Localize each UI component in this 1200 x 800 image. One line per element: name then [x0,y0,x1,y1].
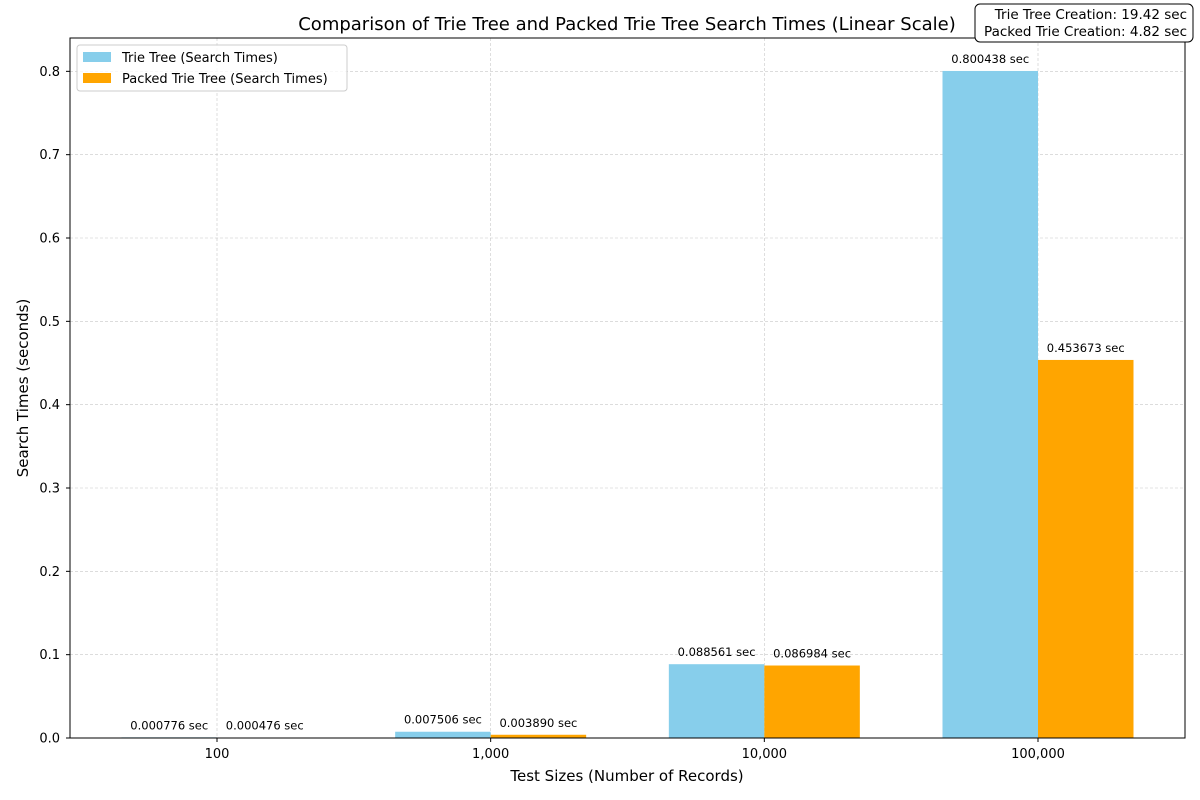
y-tick-label: 0.6 [39,232,60,247]
y-tick-label: 0.3 [39,482,60,497]
data-label-trie-tree: 0.800438 sec [951,52,1029,66]
data-label-packed-trie-tree: 0.000476 sec [226,719,304,733]
x-tick-label: 1,000 [472,747,509,762]
x-tick-label: 100,000 [1011,747,1065,762]
legend-frame [76,44,348,92]
bar-packed-trie-tree [1038,359,1134,738]
x-axis: 100 1,000 10,000 100,000 [205,738,1065,762]
annotation-line-packed: Packed Trie Creation: 4.82 sec [984,24,1187,40]
y-tick-label: 0.5 [39,315,60,330]
y-tick-label: 0.8 [39,65,60,80]
y-tick-label: 0.0 [39,732,60,747]
data-label-packed-trie-tree: 0.453673 sec [1047,341,1125,355]
legend-label-trie: Trie Tree (Search Times) [121,51,278,66]
data-label-packed-trie-tree: 0.086984 sec [773,647,851,661]
y-axis-label: Search Times (seconds) [14,299,32,478]
bar-trie-tree [942,70,1038,739]
legend-label-packed: Packed Trie Tree (Search Times) [122,72,328,87]
x-tick-label: 10,000 [742,747,788,762]
data-label-trie-tree: 0.088561 sec [678,645,756,659]
y-tick-label: 0.1 [39,648,60,663]
legend-swatch-trie [83,52,111,62]
plot-area-frame [69,37,1186,739]
legend-swatch-packed [83,73,111,83]
data-label-trie-tree: 0.000776 sec [130,718,208,732]
y-axis: 0.0 0.1 0.2 0.3 0.4 0.5 0.6 0.7 0.8 [39,65,70,747]
x-axis-label: Test Sizes (Number of Records) [509,767,743,785]
creation-time-annotation: Trie Tree Creation: 19.42 sec Packed Tri… [974,3,1194,43]
data-label-packed-trie-tree: 0.003890 sec [499,716,577,730]
data-label-trie-tree: 0.007506 sec [404,713,482,727]
x-tick-label: 100 [205,747,230,762]
annotation-line-trie: Trie Tree Creation: 19.42 sec [994,7,1187,23]
bar-trie-tree [668,664,765,738]
bar-packed-trie-tree [490,734,587,738]
y-tick-label: 0.4 [39,398,60,413]
legend: Trie Tree (Search Times) Packed Trie Tre… [76,44,348,92]
data-labels: 0.000776 sec 0.007506 sec 0.088561 sec 0.80… [130,52,1124,733]
bar-trie-tree [395,731,491,738]
y-tick-label: 0.2 [39,565,60,580]
bar-packed-trie-tree [764,665,860,738]
annotation-box [974,3,1194,43]
bars [121,70,1134,739]
y-tick-label: 0.7 [39,148,60,163]
chart-title: Comparison of Trie Tree and Packed Trie … [298,14,956,35]
